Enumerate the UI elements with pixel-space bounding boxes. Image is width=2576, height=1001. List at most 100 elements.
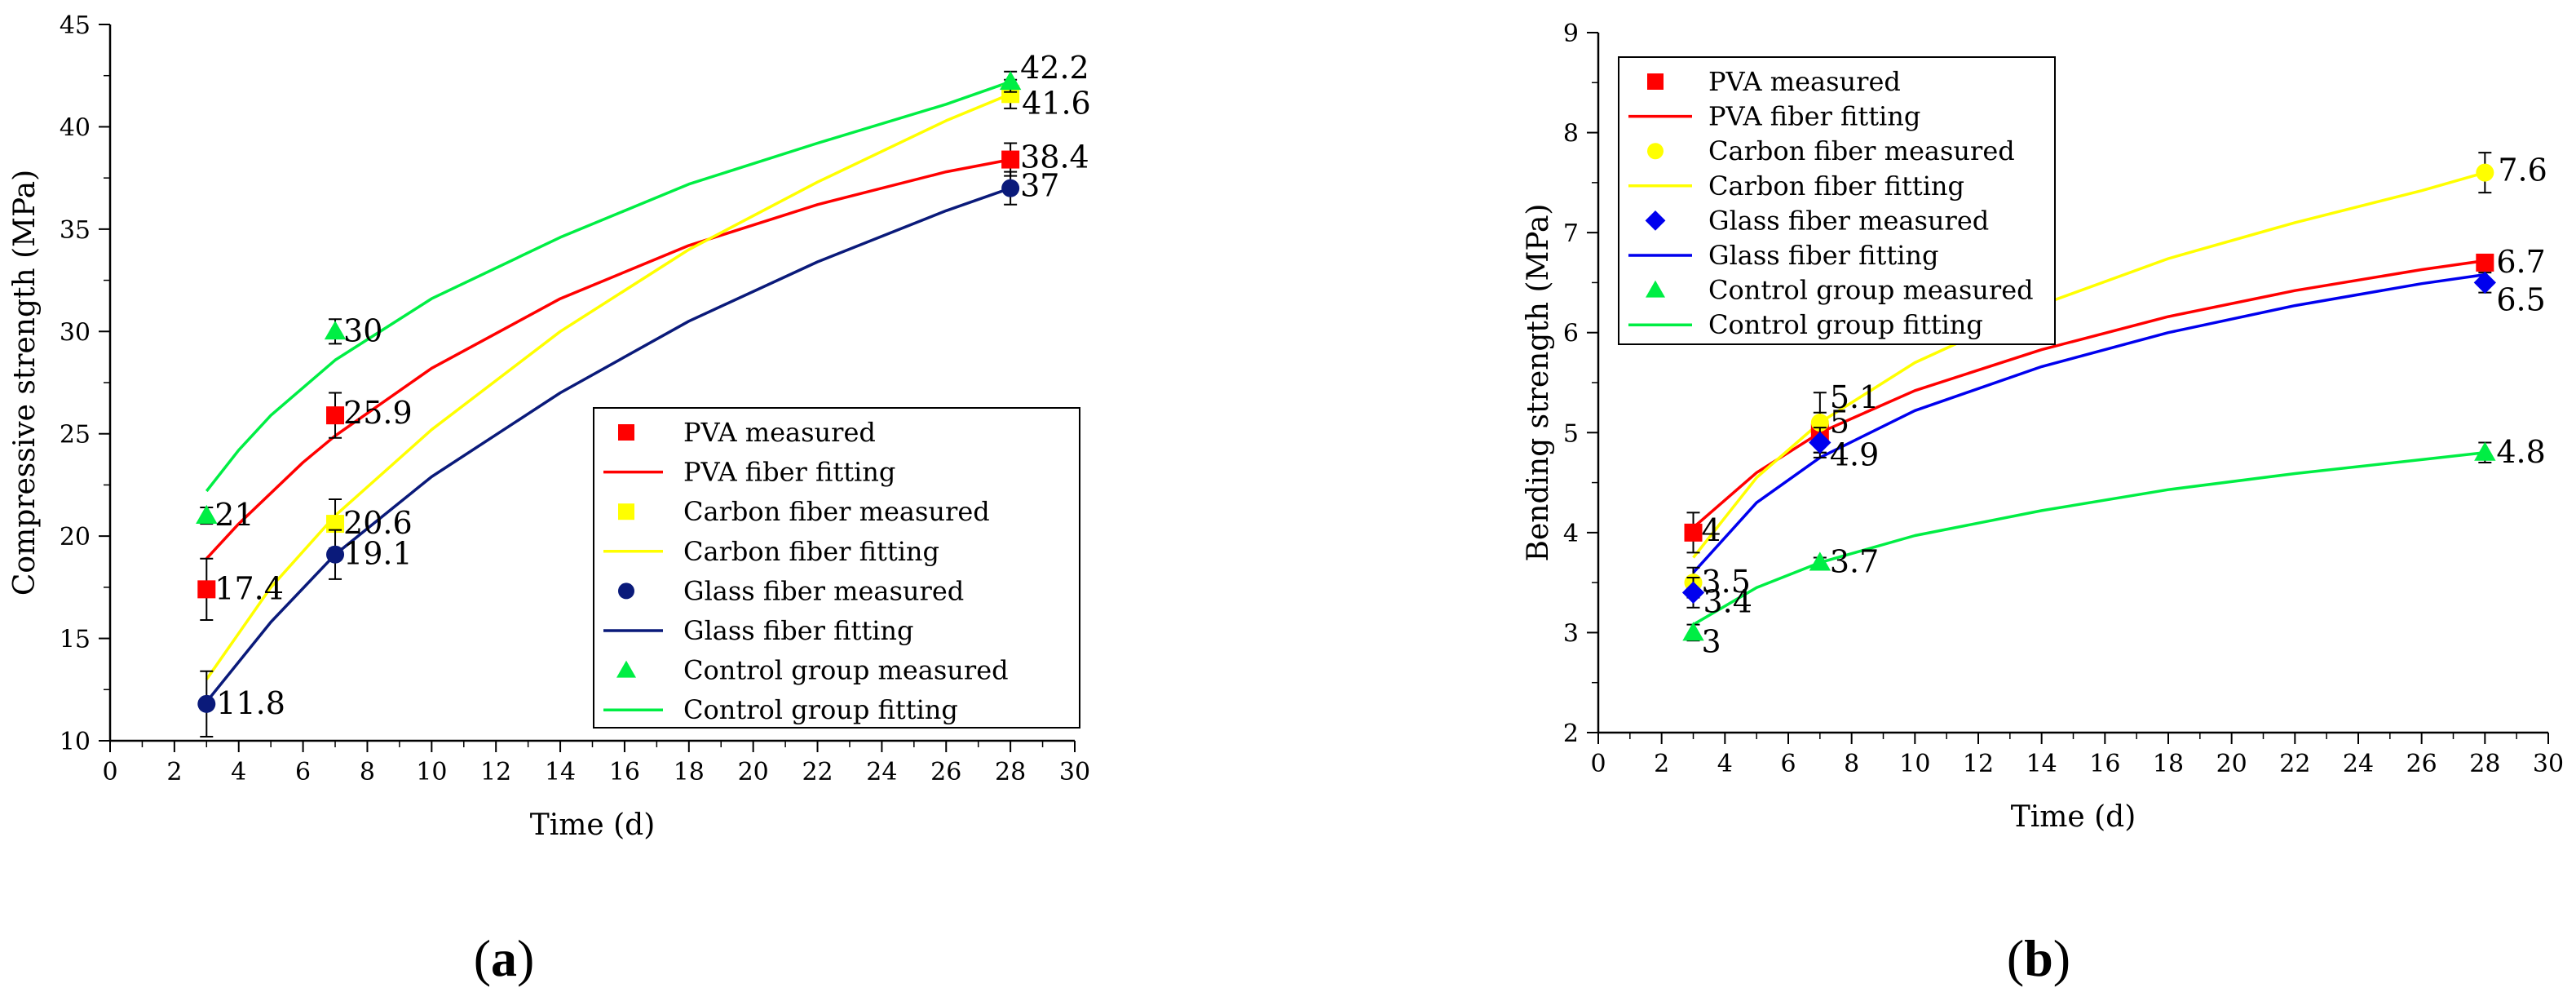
x-tick-label: 16 <box>609 758 640 786</box>
legend-label-measured-glass: Glass fiber measured <box>683 575 964 606</box>
data-label-glass: 37 <box>1020 168 1059 204</box>
x-tick-label: 0 <box>102 758 117 786</box>
x-tick-label: 20 <box>2216 750 2247 778</box>
x-tick-label: 30 <box>2533 750 2564 778</box>
fit-curve-control-group <box>205 80 1011 493</box>
y-tick-label: 7 <box>1563 219 1579 248</box>
data-label-glass: 11.8 <box>216 685 285 721</box>
data-label-control-group: 30 <box>343 312 382 348</box>
legend-marker-pva <box>618 424 634 441</box>
x-tick-label: 18 <box>2153 750 2184 778</box>
legend-label-fitting-control-group: Control group fitting <box>683 694 958 725</box>
y-tick-label: 10 <box>60 728 91 756</box>
x-tick-label: 26 <box>2406 750 2437 778</box>
data-label-pva: 5 <box>1830 404 1849 440</box>
data-label-control-group: 42.2 <box>1020 50 1089 86</box>
legend-marker-glass <box>618 582 634 600</box>
y-tick-label: 3 <box>1563 619 1579 648</box>
caption-b: (b) <box>2007 929 2070 987</box>
fit-curve-glass <box>1692 272 2485 574</box>
y-tick-label: 40 <box>60 113 91 142</box>
legend-marker-carbon <box>1647 143 1664 160</box>
data-point-carbon <box>2476 163 2494 182</box>
legend-marker-control-group <box>616 660 636 678</box>
x-tick-label: 20 <box>738 758 769 786</box>
x-tick-label: 16 <box>2089 750 2120 778</box>
data-point-pva <box>1001 150 1020 169</box>
y-tick-label: 4 <box>1563 520 1579 548</box>
legend-label-fitting-pva: PVA fiber fitting <box>683 457 895 488</box>
x-tick-label: 30 <box>1059 758 1090 786</box>
caption-a: (a) <box>474 929 535 987</box>
y-tick-label: 20 <box>60 523 91 551</box>
y-tick-label: 30 <box>60 318 91 347</box>
data-label-pva: 25.9 <box>343 395 413 431</box>
x-tick-label: 12 <box>1963 750 1994 778</box>
legend-label-measured-pva: PVA measured <box>1708 66 1901 97</box>
data-label-carbon: 7.6 <box>2498 153 2547 188</box>
data-point-glass <box>2473 271 2496 295</box>
x-tick-label: 24 <box>866 758 897 786</box>
y-axis-title: Bending strength (MPa) <box>1522 204 1555 562</box>
y-tick-label: 9 <box>1563 20 1579 48</box>
y-tick-label: 5 <box>1563 419 1579 448</box>
x-tick-label: 18 <box>674 758 705 786</box>
data-point-pva <box>2476 253 2494 272</box>
x-tick-label: 14 <box>545 758 576 786</box>
data-label-glass: 19.1 <box>343 536 413 572</box>
data-point-glass <box>197 694 216 713</box>
data-label-control-group: 21 <box>214 497 254 533</box>
data-point-control-group <box>2474 441 2496 461</box>
legend-box <box>593 407 1080 729</box>
legend-label-measured-control-group: Control group measured <box>683 655 1009 686</box>
x-tick-label: 24 <box>2343 750 2374 778</box>
legend-marker-pva <box>1647 73 1664 90</box>
x-tick-label: 28 <box>995 758 1026 786</box>
legend-label-fitting-glass: Glass fiber fitting <box>1708 240 1939 271</box>
data-label-carbon: 41.6 <box>1022 85 1091 121</box>
legend-label-measured-carbon: Carbon fiber measured <box>683 496 990 527</box>
data-label-carbon: 3.5 <box>1702 564 1751 600</box>
data-label-glass: 3.4 <box>1703 583 1752 619</box>
y-tick-label: 35 <box>60 216 91 245</box>
y-tick-label: 6 <box>1563 320 1579 348</box>
x-tick-label: 6 <box>295 758 311 786</box>
y-tick-label: 2 <box>1563 720 1579 748</box>
caption-a-letter: a <box>491 929 517 987</box>
data-point-glass <box>1681 581 1705 605</box>
x-tick-label: 0 <box>1590 750 1606 778</box>
data-point-glass <box>1809 431 1831 454</box>
data-point-pva <box>1684 523 1703 542</box>
fit-curve-carbon <box>205 92 1011 680</box>
data-label-glass: 6.5 <box>2496 281 2545 317</box>
x-tick-label: 4 <box>1717 750 1733 778</box>
data-label-pva: 4 <box>1702 512 1721 548</box>
x-tick-label: 4 <box>231 758 246 786</box>
data-label-carbon: 5.1 <box>1830 379 1879 415</box>
chart-b-bending-strength: 0 2 4 6 8 10 12 14 16 18 20 22 24 26 28 3023456789Time … <box>1522 20 2564 834</box>
chart-a-compressive-strength: 0 2 4 6 8 10 12 14 16 18 20 22 24 26 28 301015202530354… <box>8 11 1091 842</box>
fit-curve-glass <box>205 187 1011 703</box>
legend-marker-control-group <box>1646 280 1665 298</box>
legend-label-fitting-control-group: Control group fitting <box>1708 309 1983 340</box>
y-tick-label: 15 <box>60 626 91 654</box>
data-label-control-group: 4.8 <box>2496 434 2545 470</box>
data-label-control-group: 3.7 <box>1830 544 1879 580</box>
y-axis-title: Compressive strength (MPa) <box>8 170 42 596</box>
data-point-glass <box>1001 179 1020 197</box>
data-label-carbon: 20.6 <box>343 505 413 541</box>
legend-marker-carbon <box>618 503 634 520</box>
legend-label-fitting-pva: PVA fiber fitting <box>1708 101 1920 132</box>
x-tick-label: 2 <box>166 758 182 786</box>
data-point-pva <box>326 406 345 425</box>
x-tick-label: 8 <box>1844 750 1859 778</box>
legend-box <box>1618 56 2056 345</box>
y-tick-label: 25 <box>60 421 91 450</box>
data-point-glass <box>326 545 345 564</box>
data-label-pva: 38.4 <box>1020 140 1089 175</box>
y-tick-label: 8 <box>1563 120 1579 148</box>
y-tick-label: 45 <box>60 11 91 40</box>
x-tick-label: 10 <box>1899 750 1930 778</box>
